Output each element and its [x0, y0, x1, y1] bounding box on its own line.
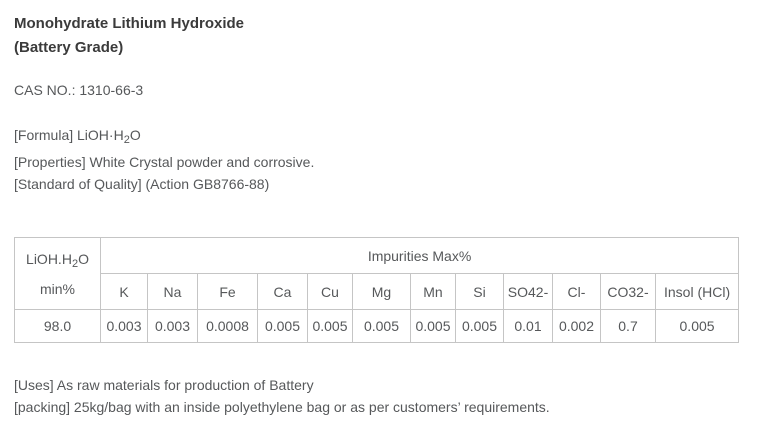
impurity-value-cell: 0.005	[654, 309, 740, 343]
impurity-value-cell: 0.005	[410, 309, 456, 343]
formula-label: [Formula]	[14, 127, 78, 143]
impurity-header-cell: Ca	[257, 273, 308, 310]
impurity-value-cell: 0.005	[307, 309, 353, 343]
table-row-header-cell: LiOH.H2O min%	[14, 237, 101, 310]
impurity-header-cell: Mn	[410, 273, 456, 310]
impurity-value-cell: 0.005	[352, 309, 411, 343]
impurity-value-cell: 0.005	[455, 309, 504, 343]
impurity-value-cell: 0.003	[147, 309, 198, 343]
impurity-header-cell: SO42-	[503, 273, 553, 310]
impurity-value-cell: 0.005	[257, 309, 308, 343]
impurity-header-cell: Insol (HCl)	[654, 273, 740, 310]
product-title-line1: Monohydrate Lithium Hydroxide	[14, 15, 245, 32]
row-header-prefix: LiOH.H	[26, 250, 72, 267]
impurity-header-cell: CO32-	[600, 273, 656, 310]
impurity-value-cell: 0.0008	[197, 309, 258, 343]
impurities-spec-table: LiOH.H2O min% Impurities Max% K Na Fe Ca…	[14, 237, 740, 343]
impurity-header-cell: Cu	[307, 273, 353, 310]
impurity-header-cell: K	[100, 273, 148, 310]
product-title-line2: (Battery Grade)	[14, 39, 124, 56]
uses-line: [Uses] As raw materials for production o…	[14, 377, 314, 393]
impurity-value-cell: 0.002	[552, 309, 601, 343]
impurity-header-cell: Cl-	[552, 273, 601, 310]
row-header-subscript: 2	[71, 257, 79, 270]
impurity-header-cell: Si	[455, 273, 504, 310]
standard-of-quality-line: [Standard of Quality] (Action GB8766-88)	[14, 176, 270, 192]
properties-line: [Properties] White Crystal powder and co…	[14, 154, 315, 170]
cas-number-line: CAS NO.: 1310-66-3	[14, 82, 144, 98]
row-header-suffix: O	[78, 250, 89, 267]
impurity-header-cell: Fe	[197, 273, 258, 310]
packing-line: [packing] 25kg/bag with an inside polyet…	[14, 399, 550, 415]
min-purity-value-cell: 98.0	[14, 309, 101, 343]
row-header-line2: min%	[39, 280, 75, 297]
formula-suffix: O	[129, 127, 141, 143]
formula-subscript: 2	[123, 134, 130, 146]
impurity-value-cell: 0.003	[100, 309, 148, 343]
formula-prefix: LiOH·H	[77, 127, 124, 143]
impurities-group-header: Impurities Max%	[99, 237, 740, 274]
impurity-header-cell: Mg	[352, 273, 411, 310]
formula-line: [Formula] LiOH·H2O	[14, 124, 752, 146]
impurity-value-cell: 0.7	[600, 309, 656, 343]
impurity-header-cell: Na	[147, 273, 198, 310]
impurity-value-cell: 0.01	[503, 309, 553, 343]
